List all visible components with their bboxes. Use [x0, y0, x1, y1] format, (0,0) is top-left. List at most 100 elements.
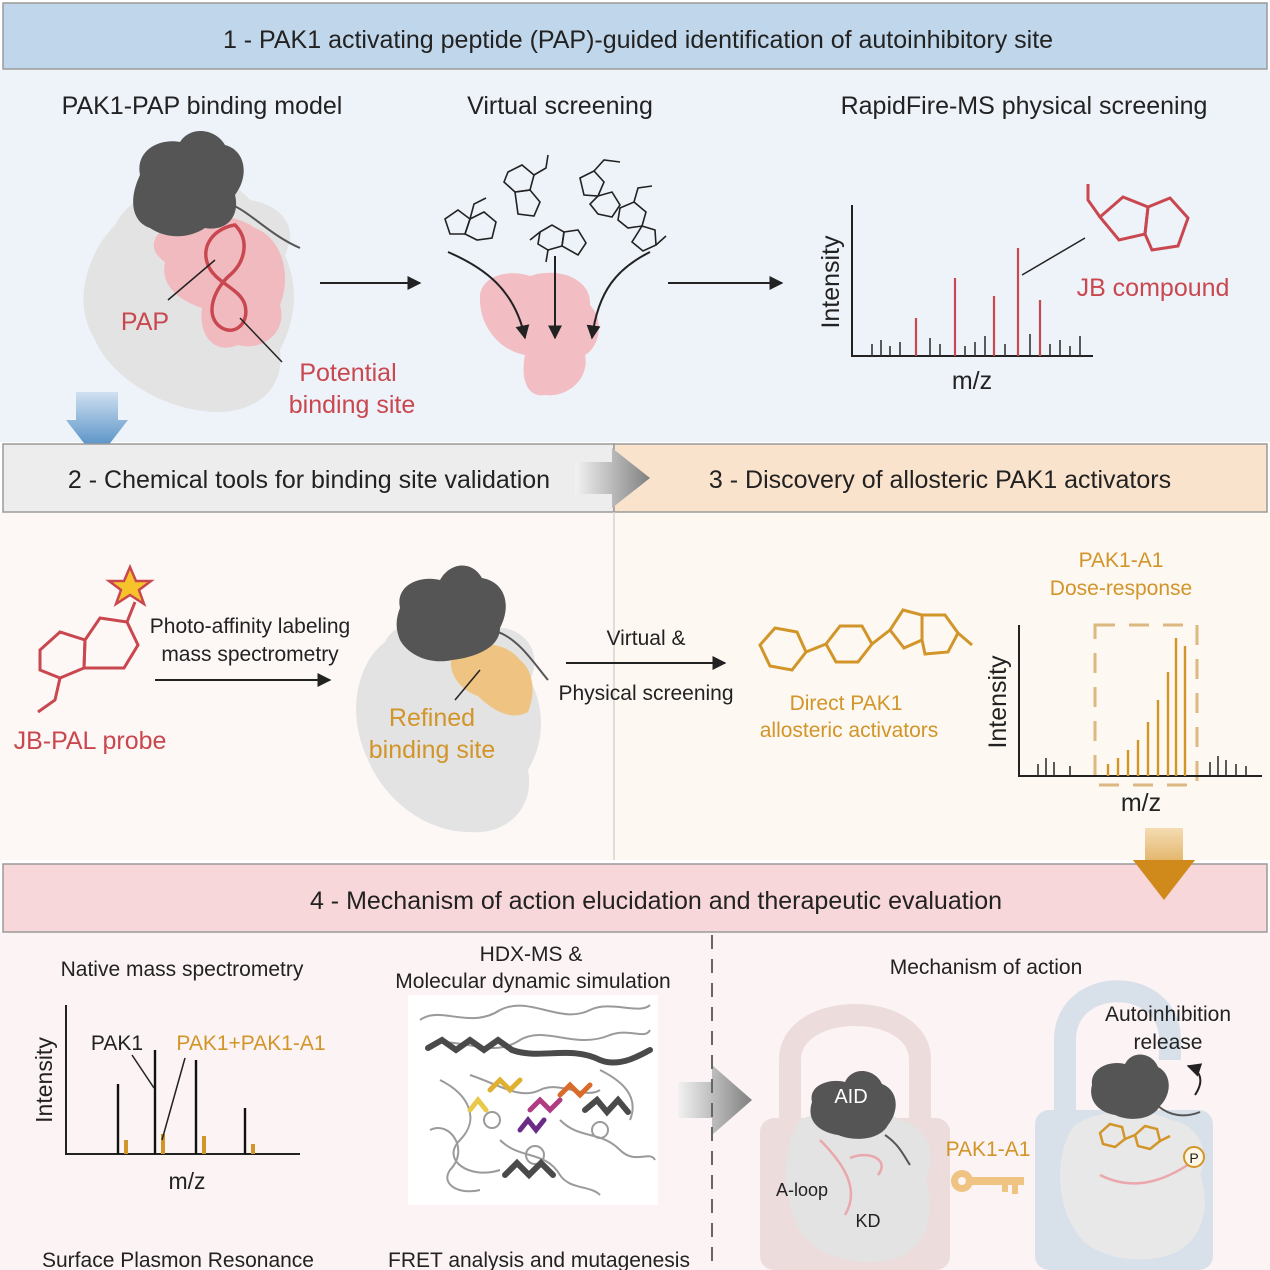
- refined-site-model: Refined binding site: [356, 565, 549, 833]
- aid-closed: [810, 1070, 896, 1139]
- photo-affinity-line1: Photo-affinity labeling: [150, 615, 350, 638]
- key-bow-hole: [958, 1177, 966, 1185]
- a-loop-open: [1099, 1158, 1196, 1185]
- dose-intensity-label: Intensity: [984, 655, 1012, 749]
- star-icon: [105, 563, 155, 608]
- pap-leader: [167, 259, 216, 301]
- linker-line: [231, 204, 301, 249]
- spr-label: Surface Plasmon Resonance: [42, 1249, 314, 1270]
- pak1-pap-binding-model: PAP Potential binding site: [83, 131, 415, 419]
- key-tooth-2: [1012, 1185, 1018, 1194]
- native-peaks: [116, 1050, 255, 1154]
- closed-lock: AID A-loop KD: [760, 1004, 950, 1270]
- section-2-header: 2 - Chemical tools for binding site vali…: [68, 466, 550, 494]
- linker-line-2: [497, 631, 549, 681]
- bound-activator: [1098, 1122, 1171, 1151]
- pak1-a1-leader: [161, 1057, 186, 1141]
- section-3-background: [614, 512, 1270, 860]
- aid-label: AID: [834, 1086, 867, 1108]
- jb-compound-label: JB compound: [1077, 274, 1230, 302]
- potential-binding-site: [153, 215, 286, 348]
- aid-open: [1091, 1054, 1169, 1119]
- physical-screening-label: Physical screening: [558, 682, 733, 705]
- potential-label-1: Potential: [299, 359, 396, 387]
- section-3-header-bar: [613, 443, 1268, 513]
- lock-shackle-closed: [779, 1004, 931, 1120]
- a-loop-closed: [819, 1139, 883, 1216]
- dose-response-spectrum: PAK1-A1 Dose-response Intensity m/z: [984, 549, 1262, 817]
- open-lock: P Autoinhibition release: [1035, 980, 1231, 1270]
- key-tooth-1: [1002, 1185, 1008, 1192]
- right-arrow-gray-4: [678, 1065, 752, 1135]
- key-label: PAK1-A1: [946, 1138, 1031, 1161]
- native-ms-title: Native mass spectrometry: [61, 958, 304, 981]
- dose-highlight-box: [1093, 623, 1199, 787]
- native-intensity-label: Intensity: [31, 1037, 57, 1123]
- rf-mz-label: m/z: [952, 367, 992, 395]
- rapidfire-title: RapidFire-MS physical screening: [841, 92, 1208, 120]
- dose-mz-label: m/z: [1121, 789, 1161, 817]
- jb-pal-probe-structure: JB-PAL probe: [14, 563, 167, 755]
- pak1-leader: [131, 1054, 155, 1089]
- pak1-label: PAK1: [91, 1032, 143, 1055]
- pak1-a1-key: PAK1-A1: [946, 1138, 1031, 1194]
- site-leader: [239, 317, 283, 363]
- native-mz-label: m/z: [168, 1168, 205, 1194]
- section-4-header-bar: [2, 863, 1268, 933]
- pap-label: PAP: [121, 308, 169, 336]
- refined-label-2: binding site: [369, 736, 495, 764]
- rf-intensity-label: Intensity: [817, 235, 845, 329]
- kinase-domain-open: [1060, 1111, 1205, 1260]
- screen-arrow-left: [447, 251, 530, 340]
- section-1-panel: 1 - PAK1 activating peptide (PAP)-guided…: [0, 2, 1270, 460]
- probe-label: JB-PAL probe: [14, 727, 167, 755]
- md-simulation-structure: [408, 995, 658, 1205]
- dose-title-2: Dose-response: [1050, 577, 1192, 600]
- section-3-panel: 3 - Discovery of allosteric PAK1 activat…: [613, 443, 1270, 860]
- compound-cloud: [444, 154, 667, 263]
- direct-activators-line2: allosteric activators: [760, 719, 939, 742]
- release-label-2: release: [1134, 1031, 1203, 1054]
- hdx-title-1: HDX-MS &: [480, 943, 583, 966]
- linker-closed: [884, 1134, 911, 1166]
- dose-title-1: PAK1-A1: [1079, 549, 1164, 572]
- phospho-label: P: [1189, 1150, 1198, 1166]
- pak1-a1-label: PAK1+PAK1-A1: [176, 1032, 325, 1055]
- native-ms-spectrum: PAK1 PAK1+PAK1-A1 Intensity m/z: [31, 1005, 326, 1194]
- jb-leader: [1021, 237, 1086, 276]
- a-loop-label: A-loop: [776, 1180, 828, 1200]
- right-arrow-gray: [575, 448, 650, 508]
- jb-compound-structure: [1086, 184, 1190, 252]
- moa-title: Mechanism of action: [890, 956, 1083, 979]
- hdx-title-2: Molecular dynamic simulation: [395, 970, 670, 993]
- dose-peaks: [1037, 638, 1247, 776]
- section-3-header: 3 - Discovery of allosteric PAK1 activat…: [709, 466, 1171, 494]
- fret-label: FRET analysis and mutagenesis: [388, 1249, 690, 1270]
- potential-label-2: binding site: [289, 391, 415, 419]
- virtual-screening-title: Virtual screening: [467, 92, 653, 120]
- release-arrow: [1186, 1063, 1203, 1096]
- kinase-domain-closed: [785, 1108, 931, 1262]
- key-shaft: [972, 1177, 1024, 1185]
- phospho-badge: [1183, 1146, 1205, 1168]
- linker-open: [1157, 1105, 1201, 1117]
- virtual-and-label: Virtual &: [607, 627, 686, 650]
- virtual-screening-graphic: [444, 154, 667, 396]
- refined-leader: [454, 669, 481, 701]
- binding-model-title: PAK1-PAP binding model: [62, 92, 343, 120]
- lock-shackle-open: [1054, 980, 1181, 1110]
- refined-label-1: Refined: [389, 704, 475, 732]
- section-4-header: 4 - Mechanism of action elucidation and …: [310, 887, 1002, 915]
- photo-affinity-line2: mass spectrometry: [161, 643, 339, 666]
- down-arrow-orange-tip: [1133, 860, 1195, 900]
- rapidfire-spectrum: Intensity m/z JB compound: [817, 184, 1229, 395]
- pap-loop: [204, 223, 248, 332]
- refined-binding-site: [450, 644, 533, 716]
- section-1-header-bar: [2, 2, 1268, 70]
- pak1-a1-structure: [758, 608, 973, 672]
- release-label-1: Autoinhibition: [1105, 1003, 1231, 1026]
- section-1-header: 1 - PAK1 activating peptide (PAP)-guided…: [223, 26, 1053, 54]
- kd-label: KD: [855, 1211, 880, 1231]
